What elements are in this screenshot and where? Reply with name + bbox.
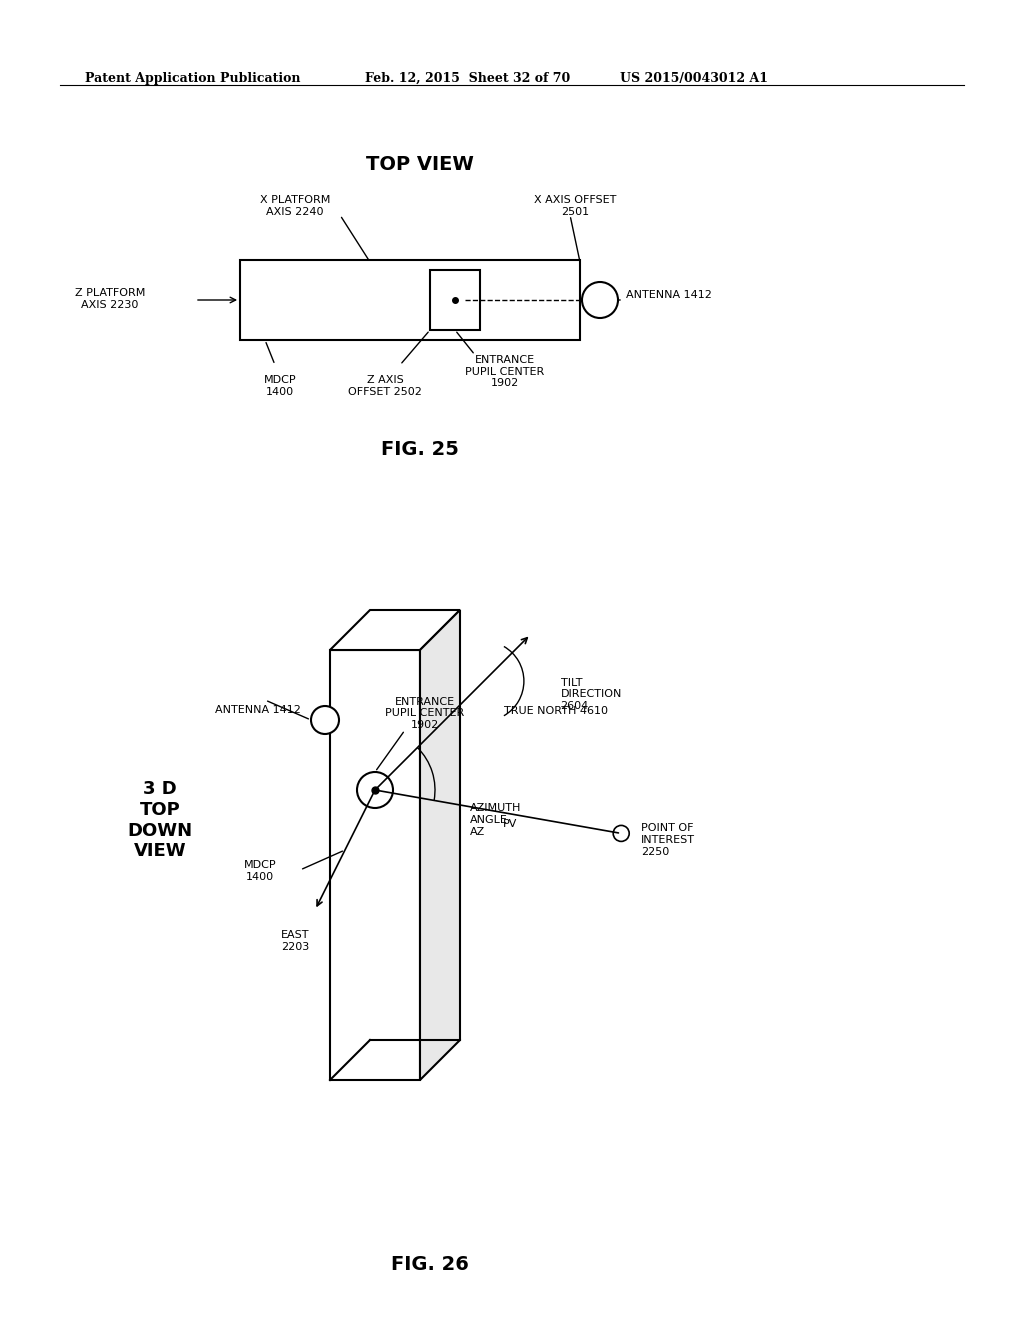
Text: X AXIS OFFSET
2501: X AXIS OFFSET 2501 (534, 195, 616, 216)
Text: TILT
DIRECTION
2604: TILT DIRECTION 2604 (560, 678, 622, 711)
Bar (240, 260, 580, 341)
Text: TOP VIEW: TOP VIEW (366, 154, 474, 174)
Text: 3 D
TOP
DOWN
VIEW: 3 D TOP DOWN VIEW (127, 780, 193, 861)
Text: EAST
2203: EAST 2203 (281, 931, 309, 952)
Text: MDCP
1400: MDCP 1400 (244, 861, 276, 882)
Bar (430, 271, 480, 330)
Circle shape (311, 706, 339, 734)
Text: TRUE NORTH 4610: TRUE NORTH 4610 (504, 706, 608, 717)
Text: FIG. 25: FIG. 25 (381, 440, 459, 459)
Text: Z PLATFORM
AXIS 2230: Z PLATFORM AXIS 2230 (75, 288, 145, 310)
Text: POINT OF
INTEREST
2250: POINT OF INTEREST 2250 (641, 824, 695, 857)
Text: Patent Application Publication: Patent Application Publication (85, 73, 300, 84)
Text: MDCP
1400: MDCP 1400 (264, 375, 296, 396)
Circle shape (582, 282, 618, 318)
Text: X PLATFORM
AXIS 2240: X PLATFORM AXIS 2240 (260, 195, 330, 216)
Polygon shape (420, 610, 460, 1080)
Text: ANTENNA 1412: ANTENNA 1412 (215, 705, 301, 715)
Circle shape (613, 825, 629, 841)
Text: ENTRANCE
PUPIL CENTER
1902: ENTRANCE PUPIL CENTER 1902 (465, 355, 545, 388)
Text: FIG. 26: FIG. 26 (391, 1255, 469, 1274)
Text: PV: PV (503, 818, 517, 829)
Text: ANTENNA 1412: ANTENNA 1412 (626, 290, 712, 300)
Polygon shape (330, 649, 420, 1080)
Text: AZIMUTH
ANGLE
AZ: AZIMUTH ANGLE AZ (470, 804, 521, 837)
Polygon shape (330, 610, 460, 649)
Text: Z AXIS
OFFSET 2502: Z AXIS OFFSET 2502 (348, 375, 422, 396)
Text: US 2015/0043012 A1: US 2015/0043012 A1 (620, 73, 768, 84)
Text: ENTRANCE
PUPIL CENTER
1902: ENTRANCE PUPIL CENTER 1902 (385, 697, 465, 730)
Text: Feb. 12, 2015  Sheet 32 of 70: Feb. 12, 2015 Sheet 32 of 70 (365, 73, 570, 84)
Circle shape (357, 772, 393, 808)
